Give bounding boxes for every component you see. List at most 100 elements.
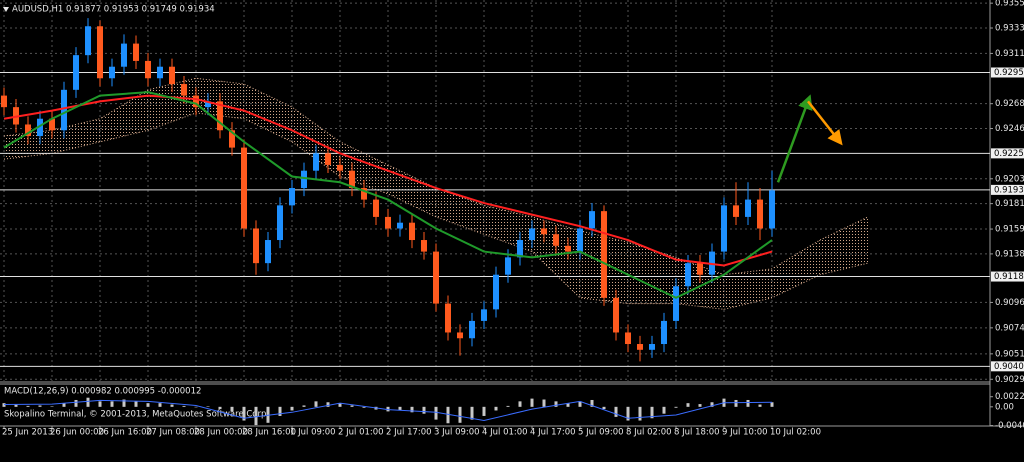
y-tick-label: 0.90515 (995, 349, 1024, 359)
candle-body (733, 205, 739, 217)
candle-body (661, 320, 667, 345)
macd-bar (26, 405, 30, 407)
candle-body (361, 188, 367, 200)
macd-bar (746, 399, 750, 407)
y-tick-label: 0.93335 (995, 23, 1024, 33)
macd-bar (602, 406, 606, 410)
candle-body (577, 228, 583, 252)
x-tick-label: 25 Jun 2013 (2, 428, 53, 438)
macd-bar (2, 403, 6, 407)
macd-bar (446, 406, 450, 424)
candle-body (697, 263, 703, 275)
macd-bar (542, 399, 546, 407)
macd-title: MACD(12,26,9) 0.000982 0.000995 -0.00001… (4, 387, 201, 397)
moving-average (3, 94, 773, 267)
symbol-icon (3, 7, 9, 12)
candle-body (673, 286, 679, 321)
footer: Skopalino Terminal, © 2001-2013, MetaQuo… (4, 410, 269, 420)
macd-bar (290, 406, 294, 411)
candle-body (637, 344, 643, 350)
candle-body (73, 55, 79, 90)
candle-body (541, 228, 547, 235)
candle-body (397, 222, 403, 229)
macd-bar (38, 405, 42, 407)
macd-bar (146, 403, 150, 407)
candle-body (253, 228, 259, 264)
candle-body (25, 124, 31, 137)
x-tick-label: 26 Jun 16:00 (98, 428, 152, 438)
macd-bar (470, 406, 474, 420)
macd-bar (182, 405, 186, 407)
candle-body (1, 95, 7, 108)
macd-bar (686, 403, 690, 407)
macd-bar (362, 406, 366, 408)
macd-bar (134, 401, 138, 407)
candle-body (529, 228, 535, 241)
candle-body (133, 43, 139, 61)
macd-bar (566, 403, 570, 407)
chart-title: AUDUSD,H1 0.91877 0.91953 0.91749 0.9193… (12, 5, 215, 15)
macd-bar (518, 401, 522, 407)
candle-body (421, 240, 427, 252)
y-tick-label: 0.002213 (995, 392, 1024, 402)
macd-bar (494, 406, 498, 411)
macd-bar (110, 401, 114, 407)
macd-bar (530, 398, 534, 407)
macd-bar (302, 405, 306, 407)
y-tick-label: 0.91595 (995, 225, 1024, 235)
candle-body (169, 66, 175, 85)
candle-body (433, 251, 439, 304)
macd-bar (350, 405, 354, 407)
candle-body (601, 211, 607, 298)
y-tick-label: 0.00 (995, 402, 1014, 412)
x-tick-label: 10 Jul 02:00 (770, 428, 821, 438)
macd-bar (482, 406, 486, 416)
y-tick-label: 0.90295 (995, 375, 1024, 385)
macd-bar (650, 406, 654, 419)
candle-body (685, 263, 691, 287)
macd-bar (50, 406, 54, 407)
candle-body (61, 89, 67, 131)
candle-body (649, 344, 655, 350)
macd-bar (74, 399, 78, 407)
macd-bar (314, 401, 318, 407)
macd-bar (638, 406, 642, 421)
x-tick-label: 9 Jul 10:00 (722, 428, 768, 438)
macd-bar (578, 401, 582, 407)
candle-body (205, 101, 211, 108)
y-tick-label: 0.93115 (995, 49, 1024, 59)
level-label: 0.91184 (994, 272, 1024, 282)
candle-body (337, 164, 343, 171)
macd-bar (710, 402, 714, 407)
candle-body (193, 95, 199, 108)
x-tick-label: 4 Jul 01:00 (482, 428, 528, 438)
macd-bar (278, 406, 282, 416)
candle-body (625, 332, 631, 345)
candle-body (757, 199, 763, 229)
candle-body (37, 118, 43, 137)
macd-line (3, 399, 773, 422)
macd-bar (458, 406, 462, 423)
candle-body (373, 199, 379, 217)
x-tick-label: 28 Jun 16:00 (242, 428, 296, 438)
candle-body (349, 170, 355, 189)
candle-body (313, 153, 319, 171)
candle-body (85, 26, 91, 56)
candle-body (457, 332, 463, 339)
y-tick-label: 0.92465 (995, 124, 1024, 134)
macd-bar (86, 397, 90, 407)
candle-body (145, 60, 151, 79)
macd-bar (326, 402, 330, 407)
macd-bar (230, 406, 234, 412)
macd-bar (770, 402, 774, 407)
candle-body (469, 320, 475, 339)
macd-bar (122, 399, 126, 407)
candle-body (769, 190, 775, 229)
